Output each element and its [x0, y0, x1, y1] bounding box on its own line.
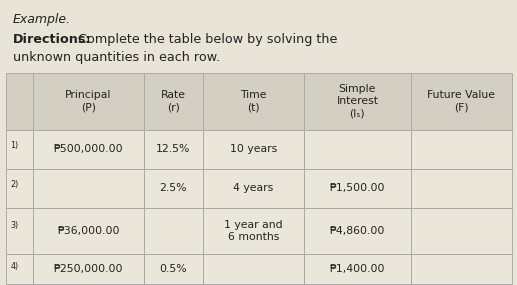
Bar — [34, 254, 144, 284]
Bar — [144, 130, 203, 169]
Bar — [144, 254, 203, 284]
Bar — [144, 73, 203, 130]
Text: 1): 1) — [10, 141, 19, 150]
Text: ₱1,500.00: ₱1,500.00 — [330, 183, 385, 193]
Text: 10 years: 10 years — [230, 144, 277, 154]
Bar — [6, 169, 34, 208]
Text: Simple
Interest
(Iₛ): Simple Interest (Iₛ) — [337, 84, 378, 119]
Text: Rate
(r): Rate (r) — [161, 90, 186, 112]
Text: Principal
(P): Principal (P) — [65, 90, 112, 112]
Text: ₱4,860.00: ₱4,860.00 — [330, 226, 385, 236]
Text: Time
(t): Time (t) — [240, 90, 267, 112]
Text: Complete the table below by solving the: Complete the table below by solving the — [74, 33, 337, 46]
Bar — [144, 208, 203, 254]
Bar — [411, 208, 512, 254]
Bar — [6, 208, 34, 254]
Bar — [34, 208, 144, 254]
Bar — [203, 169, 303, 208]
Bar — [34, 73, 144, 130]
Text: 4): 4) — [10, 262, 19, 271]
Text: ₱250,000.00: ₱250,000.00 — [54, 264, 123, 274]
Bar — [203, 208, 303, 254]
Bar — [303, 208, 411, 254]
Bar — [6, 73, 34, 130]
Text: 2.5%: 2.5% — [160, 183, 187, 193]
Bar — [6, 254, 34, 284]
Text: 1 year and
6 months: 1 year and 6 months — [224, 220, 283, 242]
Bar — [6, 130, 34, 169]
Text: 2): 2) — [10, 180, 19, 189]
Bar — [203, 254, 303, 284]
Bar — [411, 73, 512, 130]
Bar — [34, 169, 144, 208]
Bar — [303, 130, 411, 169]
Bar — [144, 169, 203, 208]
Text: unknown quantities in each row.: unknown quantities in each row. — [13, 51, 220, 64]
Bar — [303, 169, 411, 208]
Text: Directions:: Directions: — [13, 33, 92, 46]
Bar — [303, 73, 411, 130]
Text: 3): 3) — [10, 221, 19, 230]
Bar — [203, 73, 303, 130]
Text: ₱1,400.00: ₱1,400.00 — [330, 264, 385, 274]
Text: 0.5%: 0.5% — [160, 264, 187, 274]
Bar — [303, 254, 411, 284]
Text: ₱36,000.00: ₱36,000.00 — [57, 226, 120, 236]
Text: Example.: Example. — [13, 13, 71, 26]
Text: ₱500,000.00: ₱500,000.00 — [54, 144, 124, 154]
Text: 12.5%: 12.5% — [156, 144, 191, 154]
Bar — [411, 254, 512, 284]
Bar — [203, 130, 303, 169]
Bar — [411, 169, 512, 208]
Text: Future Value
(F): Future Value (F) — [428, 90, 495, 112]
Text: 4 years: 4 years — [233, 183, 273, 193]
Bar — [34, 130, 144, 169]
Bar — [411, 130, 512, 169]
